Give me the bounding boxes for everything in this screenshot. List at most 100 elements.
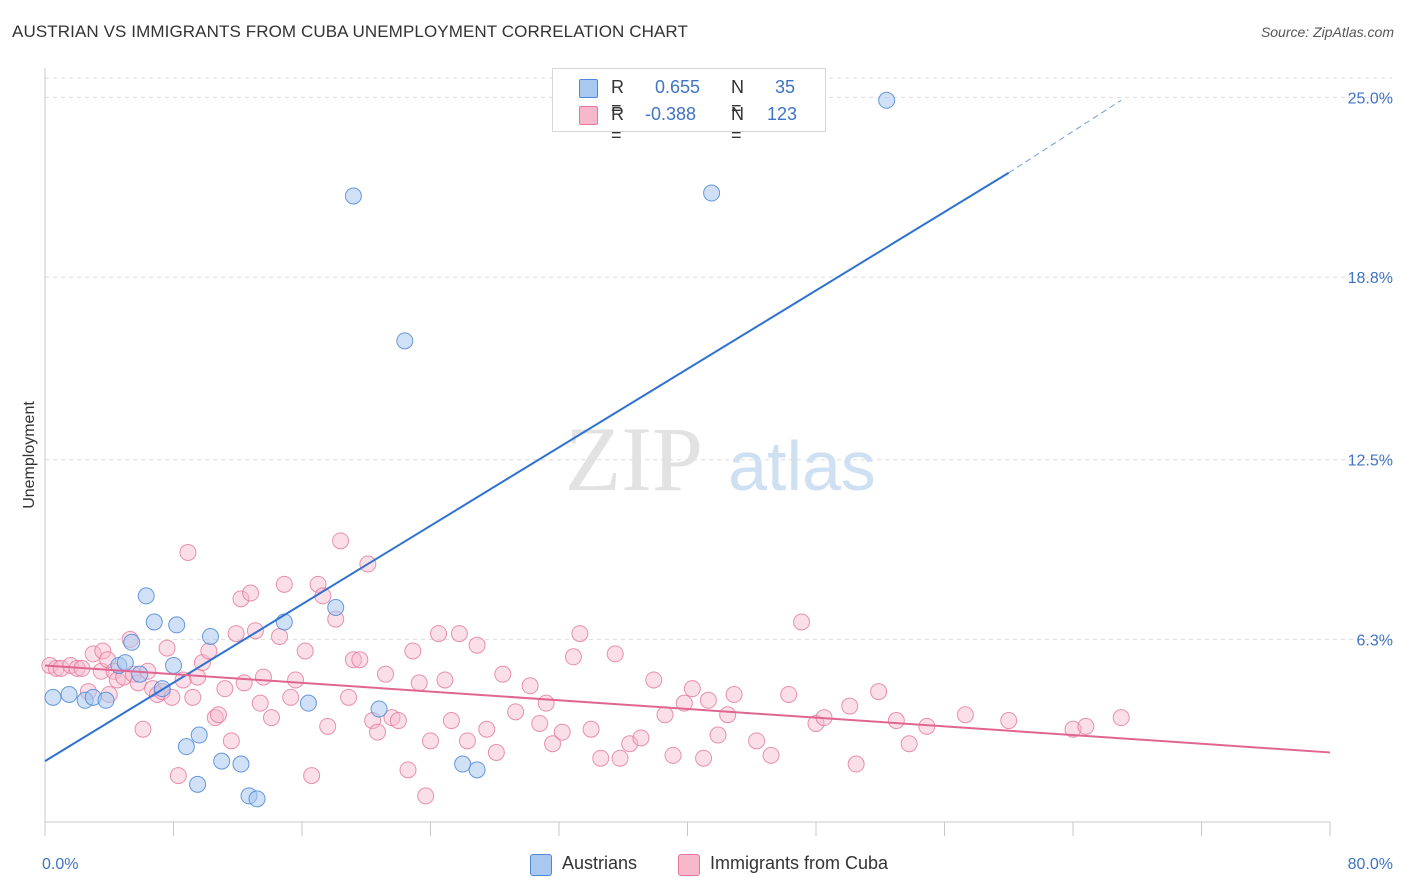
- austrians-point: [396, 332, 414, 350]
- legend-n-key: N =: [731, 77, 744, 118]
- cuba-point: [762, 746, 780, 764]
- chart-title: AUSTRIAN VS IMMIGRANTS FROM CUBA UNEMPLO…: [12, 22, 688, 41]
- y-tick-label: 25.0%: [1348, 90, 1393, 107]
- cuba-point: [94, 642, 112, 660]
- cuba-point: [870, 683, 888, 701]
- austrians-point: [299, 694, 317, 712]
- cuba-swatch: [579, 106, 598, 125]
- cuba-point: [611, 749, 629, 767]
- watermark: ZIP atlas: [565, 408, 876, 510]
- cuba-point: [487, 743, 505, 761]
- gridlines: [45, 77, 1392, 640]
- cuba-point: [699, 691, 717, 709]
- austrians-point: [327, 599, 345, 617]
- austrians-point: [177, 738, 195, 756]
- cuba-point: [303, 767, 321, 785]
- austrians-point: [190, 726, 208, 744]
- cuba-point: [389, 712, 407, 730]
- y-tick-label: 18.8%: [1348, 270, 1393, 287]
- austrians-point: [189, 775, 207, 793]
- cuba-point: [296, 642, 314, 660]
- source-label: Source: ZipAtlas.com: [1260, 24, 1394, 40]
- cuba-point: [544, 735, 562, 753]
- cuba-swatch: [678, 854, 700, 876]
- cuba-point: [242, 584, 260, 602]
- y-tick-label: 12.5%: [1348, 453, 1393, 470]
- y-tick-label: 6.3%: [1357, 632, 1393, 649]
- austrians-point: [275, 613, 293, 631]
- cuba-point: [399, 761, 417, 779]
- austrians-point: [97, 691, 115, 709]
- cuba-point: [645, 671, 663, 689]
- cuba-point: [695, 749, 713, 767]
- series-legend: Austrians Immigrants from Cuba: [0, 852, 1406, 878]
- cuba-point: [235, 674, 253, 692]
- cuba-point: [442, 712, 460, 730]
- cuba-point: [216, 680, 234, 698]
- austrians-point: [145, 613, 163, 631]
- cuba-point: [340, 688, 358, 706]
- cuba-point: [344, 651, 362, 669]
- cuba-trend-line: [44, 664, 1331, 754]
- austrians-point: [168, 616, 186, 634]
- cuba-point: [422, 732, 439, 750]
- cuba-point: [900, 735, 918, 753]
- austrians-swatch: [579, 79, 598, 98]
- austrians-point: [344, 187, 362, 205]
- cuba-point: [319, 717, 337, 735]
- cuba-point: [632, 729, 650, 747]
- cuba-point: [956, 706, 974, 724]
- austrians-point: [232, 755, 250, 773]
- tick-labels: 6.3% 12.5% 18.8% 25.0% 0.0% 80.0%: [42, 90, 1393, 873]
- cuba-point: [1112, 709, 1130, 727]
- legend-r-key: R =: [611, 104, 624, 145]
- cuba-point: [887, 712, 905, 730]
- austrians-trend-line: [44, 171, 1010, 762]
- x-tick-label-min: 0.0%: [42, 856, 78, 873]
- correlation-legend: R = 0.655 N = 35 R = -0.388 N = 123: [552, 68, 826, 145]
- legend-label: Immigrants from Cuba: [710, 853, 889, 873]
- cuba-point: [537, 694, 555, 712]
- cuba-point: [262, 709, 280, 727]
- cuba-point: [571, 625, 589, 643]
- cuba-point: [531, 714, 549, 732]
- legend-n-key: N =: [731, 104, 744, 145]
- cuba-point: [582, 720, 600, 738]
- cuba-point: [377, 665, 395, 683]
- cuba-point: [468, 636, 486, 654]
- cuba-point: [287, 671, 305, 689]
- austrians-point: [201, 628, 219, 645]
- cuba-point: [1077, 717, 1095, 735]
- austrians-point: [370, 700, 388, 718]
- austrians-point: [60, 685, 78, 703]
- legend-r-value: 0.655: [655, 77, 701, 97]
- watermark-zip: ZIP: [565, 408, 703, 510]
- austrians-point: [116, 654, 134, 672]
- cuba-point: [275, 575, 293, 593]
- cuba-point: [478, 720, 496, 738]
- cuba-point: [725, 685, 743, 703]
- cuba-point: [222, 732, 240, 750]
- cuba-point: [1000, 712, 1018, 730]
- cuba-point: [251, 694, 269, 712]
- austrians-trend-extension: [1008, 99, 1122, 174]
- cuba-point: [1064, 720, 1082, 738]
- cuba-point: [841, 697, 859, 715]
- cuba-point: [84, 645, 102, 663]
- cuba-point: [430, 625, 448, 643]
- austrians-point: [468, 761, 486, 779]
- cuba-point: [436, 671, 454, 689]
- cuba-point: [206, 709, 224, 727]
- cuba-point: [184, 688, 202, 706]
- y-axis-title: Unemployment: [21, 401, 38, 509]
- cuba-point: [780, 685, 798, 703]
- cuba-point: [507, 703, 525, 721]
- cuba-point: [368, 723, 386, 741]
- cuba-point: [209, 706, 227, 724]
- cuba-point: [169, 767, 187, 785]
- cuba-point: [675, 694, 693, 712]
- watermark-atlas: atlas: [728, 427, 876, 505]
- x-tick-label-max: 80.0%: [1348, 856, 1393, 873]
- cuba-point: [450, 625, 468, 643]
- cuba-point: [351, 651, 369, 669]
